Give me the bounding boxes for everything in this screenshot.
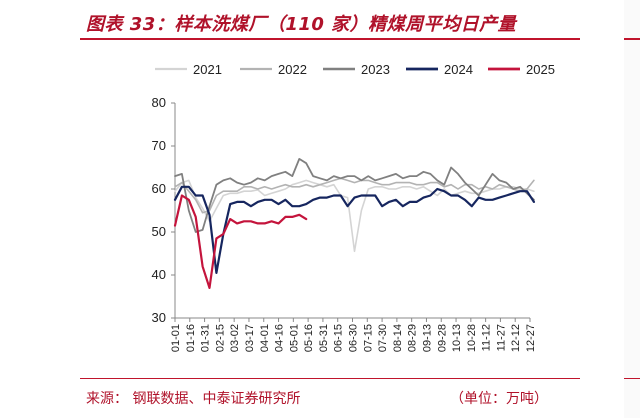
x-tick-label: 05-31 (318, 324, 330, 352)
x-tick-label: 01-31 (200, 324, 212, 352)
series-line-2023 (174, 157, 535, 233)
x-tick-label: 07-30 (377, 324, 389, 352)
x-tick-label: 04-16 (274, 324, 286, 352)
title-rule (80, 38, 580, 40)
unit-note: （单位：万吨） (450, 391, 548, 407)
source-note: 来源： 钢联数据、中泰证券研究所 (86, 391, 301, 407)
x-tick-label: 09-13 (421, 324, 433, 352)
y-tick-label: 70 (152, 138, 166, 153)
legend-label-2024: 2024 (444, 62, 473, 77)
x-tick-label: 03-17 (244, 324, 256, 352)
y-tick-label: 50 (152, 224, 166, 239)
x-tick-label: 08-29 (407, 324, 419, 352)
legend-label-2023: 2023 (361, 62, 390, 77)
legend-label-2022: 2022 (278, 62, 307, 77)
figure-title: 图表 33：样本洗煤厂（110 家）精煤周平均日产量 (86, 14, 517, 35)
series-line-2024 (173, 185, 536, 274)
y-tick-label: 30 (152, 310, 166, 325)
adjacent-title-rule (624, 38, 640, 40)
x-tick-label: 11-12 (481, 324, 493, 351)
x-tick-label: 12-27 (525, 324, 537, 352)
x-tick-label: 11-27 (495, 324, 507, 351)
x-tick-label: 12-12 (510, 324, 522, 352)
adjacent-footer-rule (624, 378, 640, 379)
footer-rule (80, 378, 580, 379)
x-tick-label: 09-28 (436, 324, 448, 352)
x-tick-label: 03-02 (229, 324, 241, 352)
x-tick-label: 02-15 (214, 324, 226, 352)
series-line-2022 (174, 177, 535, 214)
y-tick-label: 40 (152, 267, 166, 282)
y-tick-label: 80 (152, 95, 166, 110)
adjacent-page-edge (624, 0, 640, 418)
y-tick-label: 60 (152, 181, 166, 196)
series-line-2021 (174, 179, 535, 253)
x-tick-label: 08-14 (392, 324, 404, 352)
x-tick-label: 06-30 (348, 324, 360, 352)
legend-label-2021: 2021 (193, 62, 222, 77)
x-tick-label: 01-01 (170, 324, 182, 352)
x-tick-label: 07-15 (362, 324, 374, 352)
x-tick-label: 05-16 (303, 324, 315, 352)
title-bar: 图表 33：样本洗煤厂（110 家）精煤周平均日产量 (0, 0, 580, 40)
series-line-2025 (173, 194, 308, 289)
x-tick-label: 10-28 (466, 324, 478, 352)
x-tick-label: 05-01 (288, 324, 300, 352)
x-tick-label: 04-01 (259, 324, 271, 352)
x-tick-label: 06-15 (333, 324, 345, 352)
x-tick-label: 01-16 (185, 324, 197, 352)
legend-label-2025: 2025 (526, 62, 555, 77)
x-tick-label: 10-13 (451, 324, 463, 352)
